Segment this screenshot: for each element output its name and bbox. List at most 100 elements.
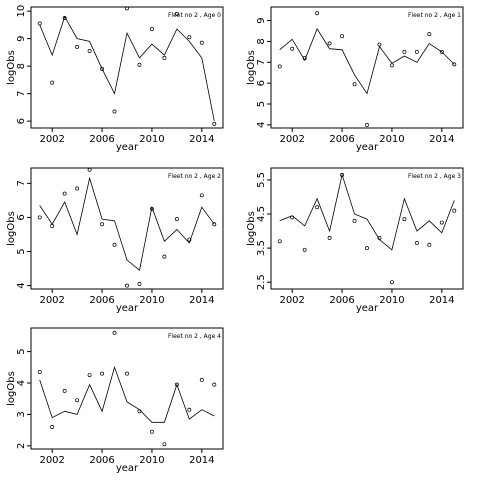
fitted-line — [39, 365, 215, 423]
observation-point — [427, 32, 432, 37]
observation-point — [315, 11, 320, 16]
panel-title: Fleet no 2 , Age 2 — [168, 173, 221, 180]
observation-point — [187, 407, 192, 412]
y-tick-label: 6 — [16, 214, 27, 220]
x-tick-label: 2014 — [429, 134, 454, 145]
observation-point — [389, 63, 394, 68]
chart-panel-1: Fleet no 2 , Age 1 2002 2006 2010 2014 4 5 6 7 8 9… — [246, 6, 464, 153]
x-tick-label: 2006 — [89, 295, 114, 306]
observation-point — [50, 80, 55, 85]
observation-point — [277, 64, 282, 69]
observation-point — [162, 55, 167, 60]
observation-point — [199, 193, 204, 198]
observation-point — [452, 62, 457, 67]
y-axis-label: logObs — [6, 50, 17, 85]
observation-point — [302, 247, 307, 252]
x-tick-label: 2014 — [189, 134, 214, 145]
observation-point — [212, 121, 217, 126]
x-axis-label: year — [356, 303, 379, 314]
observation-point — [149, 206, 154, 211]
plot-frame — [30, 167, 224, 290]
plot-frame — [30, 6, 224, 129]
x-tick-label: 2010 — [139, 455, 164, 466]
observation-point — [174, 11, 179, 16]
observation-point — [137, 62, 142, 67]
y-tick-label: 5 — [16, 248, 27, 254]
observation-point — [87, 373, 92, 378]
observation-point — [187, 35, 192, 40]
panel-title: Fleet no 2 , Age 0 — [168, 12, 221, 19]
y-tick-label: 8 — [256, 38, 267, 44]
fitted-line — [39, 176, 215, 272]
observation-point — [125, 6, 129, 11]
y-axis-label: logObs — [246, 211, 257, 246]
observation-point — [112, 330, 117, 335]
y-tick-label: 5 — [256, 101, 267, 107]
observation-point — [212, 222, 217, 227]
observation-point — [75, 186, 80, 191]
observation-point — [112, 242, 117, 247]
observation-point — [137, 281, 142, 286]
observation-point — [87, 167, 92, 172]
x-tick-label: 2014 — [189, 295, 214, 306]
plot-frame — [270, 167, 464, 290]
chart-panel-4: Fleet no 2 , Age 4 2002 2006 2010 2014 2 3 4 5 ye… — [6, 327, 224, 474]
y-tick-label: 9 — [256, 17, 267, 23]
observation-point — [352, 218, 357, 223]
observation-point — [75, 44, 80, 49]
y-tick-label: 5.5 — [256, 172, 267, 188]
x-axis-label: year — [116, 303, 139, 314]
x-axis-label: year — [356, 142, 379, 153]
y-axis-label: logObs — [6, 371, 17, 406]
fitted-line — [279, 28, 455, 95]
observation-point — [302, 56, 307, 61]
x-axis-label: year — [116, 463, 139, 474]
y-axis-label: logObs — [6, 211, 17, 246]
y-tick-label: 4 — [16, 380, 27, 386]
observation-point — [439, 220, 444, 225]
y-tick-label: 4 — [256, 122, 267, 128]
panel-title: Fleet no 2 , Age 3 — [408, 173, 461, 180]
observation-point — [452, 208, 457, 213]
y-tick-label: 3 — [16, 411, 27, 417]
plot-frame — [30, 327, 224, 450]
observation-point — [149, 27, 154, 31]
x-tick-label: 2006 — [89, 134, 114, 145]
y-tick-label: 2.5 — [256, 274, 267, 290]
plot-frame — [270, 6, 464, 129]
observation-point — [100, 222, 105, 227]
observation-point — [340, 34, 345, 39]
observation-point — [62, 191, 67, 196]
observation-point — [290, 215, 295, 220]
observation-point — [365, 246, 369, 251]
observation-point — [37, 370, 42, 374]
observation-point — [125, 283, 129, 288]
observation-point — [62, 16, 67, 20]
y-tick-label: 5 — [16, 348, 27, 354]
observation-point — [427, 242, 432, 247]
observation-point — [174, 382, 179, 387]
observation-point — [174, 217, 179, 222]
observation-point — [149, 429, 154, 434]
y-tick-label: 6 — [256, 80, 267, 86]
observation-point — [439, 49, 444, 54]
x-tick-label: 2010 — [379, 134, 404, 145]
chart-panel-2: Fleet no 2 , Age 2 2002 2006 2010 2014 4 5 6 7 ye… — [6, 167, 224, 314]
observation-point — [125, 371, 129, 376]
y-tick-label: 7 — [256, 59, 267, 65]
x-tick-label: 2002 — [39, 134, 64, 145]
panel-title: Fleet no 2 , Age 1 — [408, 12, 461, 19]
observation-point — [112, 109, 117, 114]
chart-panel-3: Fleet no 2 , Age 3 2002 2006 2010 2014 2.5 3.5… — [246, 167, 464, 314]
x-tick-label: 2006 — [89, 455, 114, 466]
observation-point — [87, 49, 92, 53]
y-tick-label: 2 — [16, 443, 27, 449]
observation-point — [75, 398, 80, 403]
observation-point — [137, 409, 142, 414]
observation-point — [50, 223, 55, 228]
observation-point — [187, 237, 192, 242]
x-tick-label: 2014 — [429, 295, 454, 306]
y-tick-label: 4.5 — [256, 206, 267, 222]
observation-point — [352, 82, 357, 87]
y-tick-label: 7 — [16, 90, 27, 96]
